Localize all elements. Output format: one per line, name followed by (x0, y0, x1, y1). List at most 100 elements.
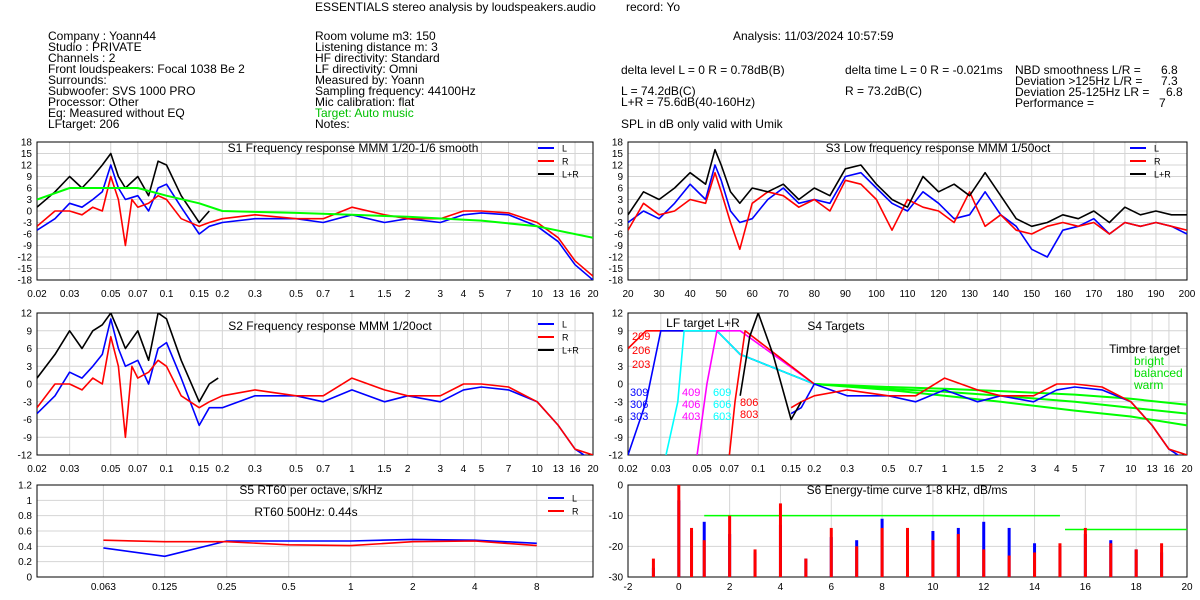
lf-target-label: 609 (713, 387, 731, 399)
x-tick-label: 40 (685, 289, 697, 300)
y-tick-label: 3 (617, 362, 623, 373)
y-tick-label: -12 (609, 451, 624, 462)
etc-bar-r (931, 540, 935, 577)
metric-nbd-label: NBD smoothness L/R = (1015, 63, 1141, 77)
plot-frame (36, 312, 594, 456)
x-tick-label: 0.125 (152, 582, 177, 593)
x-tick-label: 0.3 (840, 464, 854, 475)
y-tick-label: -9 (614, 241, 623, 252)
y-tick-label: -9 (614, 433, 623, 444)
series-line-lf-red2 (728, 329, 815, 455)
lf-target-label: 209 (632, 331, 650, 343)
x-tick-label: 20 (1181, 582, 1193, 593)
x-tick-label: 90 (840, 289, 852, 300)
y-tick-label: 0.2 (18, 557, 32, 568)
x-tick-label: 5 (479, 289, 485, 300)
y-tick-label: -18 (609, 276, 624, 287)
lf-target-label: 306 (630, 399, 648, 411)
lf-target-label: 203 (632, 359, 650, 371)
series-line-warm (814, 383, 1187, 427)
y-tick-label: 12 (21, 161, 33, 172)
lf-target-label: 603 (713, 411, 731, 423)
x-tick-label: 2 (410, 582, 416, 593)
x-tick-label: 0.1 (751, 464, 765, 475)
x-tick-label: 20 (587, 464, 599, 475)
x-tick-label: 0.2 (215, 464, 229, 475)
y-tick-label: 0 (26, 380, 32, 391)
series-line-l+r (628, 148, 1187, 228)
series-line-l+r (37, 313, 219, 403)
etc-bar-r (753, 549, 757, 577)
x-tick-label: 7 (506, 289, 512, 300)
plot-frame (627, 312, 1188, 456)
x-tick-label: 180 (1117, 289, 1134, 300)
y-tick-label: 9 (617, 172, 623, 183)
x-tick-label: 1 (348, 582, 354, 593)
delta-time: delta time L = 0 R = -0.021ms (845, 63, 1003, 77)
x-tick-label: 6 (828, 582, 834, 593)
x-tick-label: 0.25 (217, 582, 237, 593)
y-tick-label: 6 (26, 184, 32, 195)
x-tick-label: 100 (868, 289, 885, 300)
y-tick-label: 0 (26, 573, 32, 584)
spl-note: SPL in dB only valid with Umik (621, 117, 783, 131)
timbre-label: bright (1134, 354, 1165, 368)
chart-title: S5 RT60 per octave, s/kHz (239, 483, 382, 497)
series-line-l+r (37, 152, 210, 224)
x-tick-label: 12 (978, 582, 990, 593)
y-tick-label: -20 (609, 542, 624, 553)
x-tick-label: 190 (1148, 289, 1165, 300)
x-tick-label: 10 (927, 582, 939, 593)
x-tick-label: 0.3 (248, 289, 262, 300)
y-tick-label: -12 (18, 451, 33, 462)
x-tick-label: 0.05 (101, 289, 121, 300)
x-tick-label: 0.03 (60, 464, 80, 475)
info-listening-distance: Listening distance m: 3 (315, 40, 438, 54)
y-tick-label: 9 (26, 326, 32, 337)
x-tick-label: 110 (900, 289, 916, 300)
x-tick-label: 16 (1163, 464, 1175, 475)
chart-s5: 1.2 1 0.8 0.6 0.4 0.2 0 0.063 0.125 0.25 0.5 1 2 4 8 S5… (18, 481, 594, 593)
info-lftarget: LFtarget: 206 (48, 117, 120, 131)
series-line-r (103, 539, 537, 547)
metric-dev-low-label: Deviation 25-125Hz LR = (1015, 85, 1150, 99)
x-tick-label: 4 (1054, 464, 1060, 475)
y-tick-label: -9 (23, 433, 32, 444)
x-tick-label: 16 (569, 289, 581, 300)
r-spl: R = 73.2dB(C) (845, 84, 923, 98)
chart-subtitle: LF target L+R (666, 316, 740, 330)
y-tick-label: 1.2 (18, 481, 32, 492)
x-tick-label: 0.2 (807, 464, 821, 475)
x-tick-label: 13 (553, 464, 565, 475)
x-tick-label: 20 (622, 289, 634, 300)
y-tick-label: -9 (23, 241, 32, 252)
x-tick-label: 2 (405, 464, 411, 475)
etc-bar-r (1007, 555, 1011, 577)
plot-area (37, 313, 593, 455)
x-tick-label: 0.07 (720, 464, 740, 475)
lf-target-label: 409 (682, 387, 700, 399)
lf-target-label: 403 (682, 411, 700, 423)
x-tick-label: 16 (569, 464, 581, 475)
x-tick-label: 170 (1085, 289, 1102, 300)
x-tick-label: 7 (1099, 464, 1105, 475)
x-tick-label: 130 (961, 289, 978, 300)
y-tick-label: -15 (609, 264, 624, 275)
x-tick-label: 3 (438, 289, 444, 300)
y-tick-label: 0 (26, 207, 32, 218)
x-tick-label: 0.7 (316, 464, 330, 475)
record-label: record: Yo (626, 0, 681, 14)
timbre-title: Timbre target (1109, 342, 1181, 356)
x-tick-label: 0.1 (160, 464, 174, 475)
x-tick-label: 160 (1054, 289, 1071, 300)
etc-bar-r (956, 534, 960, 577)
timbre-label: balanced (1134, 366, 1183, 380)
legend-label: R (562, 157, 569, 167)
x-tick-label: 7 (506, 464, 512, 475)
info-hf-directivity: HF directivity: Standard (315, 51, 440, 65)
etc-bar-r (829, 527, 833, 577)
x-tick-label: 0.15 (189, 464, 209, 475)
